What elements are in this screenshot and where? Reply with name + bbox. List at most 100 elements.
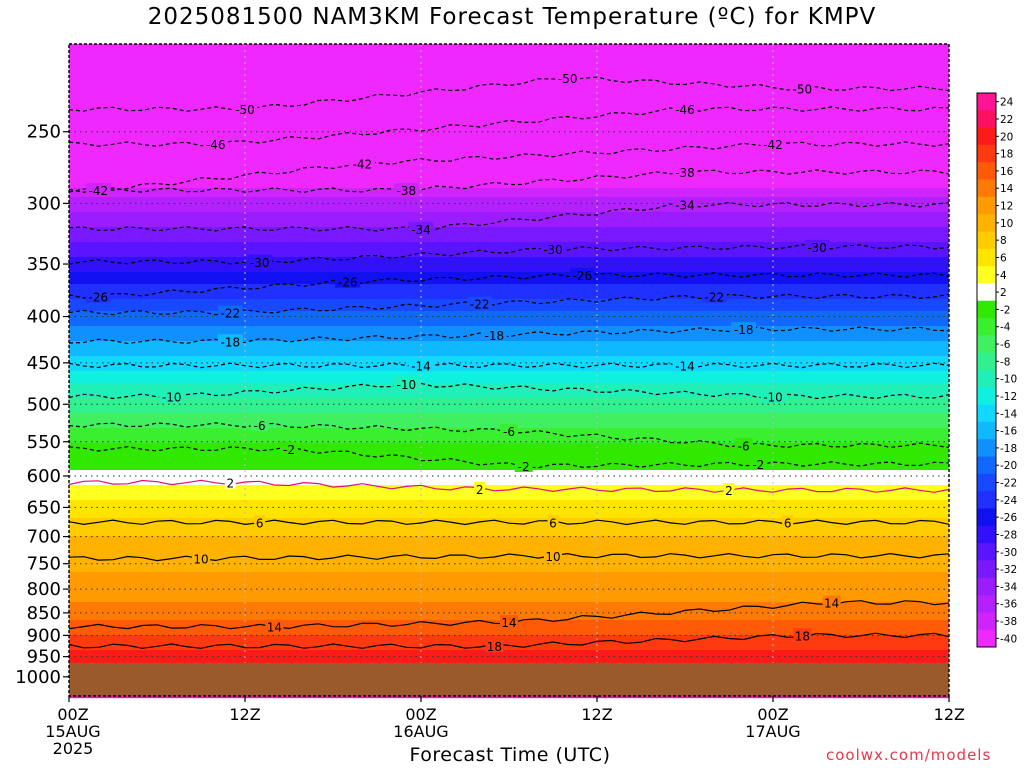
band [69,539,949,543]
band [69,128,949,132]
colorbar-label: 14 [1000,183,1014,195]
colorbar-swatch [977,162,996,181]
band [69,236,949,240]
colorbar-label: 2 [1000,287,1007,299]
contour-label: -46 [675,103,695,117]
band [69,233,949,237]
contour-label-bg [672,358,698,372]
contour-label-bg [822,595,841,609]
colorbar-swatch [977,508,996,527]
x-tick-label: 12Z [934,705,965,724]
band [69,365,949,369]
band [69,176,949,180]
band [69,143,949,147]
band [69,452,949,456]
band [69,419,949,423]
band [69,314,949,318]
band [69,302,949,306]
colorbar-swatch [977,370,996,388]
contour-label: -22 [705,290,725,304]
y-tick-label: 850 [27,603,61,624]
band [69,485,949,489]
contour-label-bg [723,483,735,497]
contour-label: -30 [807,241,827,255]
colorbar-label: -16 [1000,426,1017,438]
band [69,548,949,552]
band [69,476,949,480]
band [69,332,949,336]
band [69,542,949,546]
contour-lines [68,76,950,649]
contour-label-bg [250,417,269,431]
y-tick-label: 300 [27,193,61,214]
band [69,179,949,183]
contour-line [68,422,950,449]
band [69,80,949,84]
x-tick-label: 2025 [53,739,94,758]
band [69,311,949,315]
y-tick-label: 450 [27,353,61,374]
contour-label: 18 [487,640,502,654]
band [69,281,949,285]
band [69,515,949,519]
contour-label-bg [349,156,375,170]
band [69,161,949,165]
y-tick-label: 350 [27,254,61,275]
band [69,293,949,297]
band [69,239,949,243]
band [69,632,949,636]
band [69,338,949,342]
band [69,110,949,114]
band [69,401,949,405]
band [69,248,949,252]
band [69,398,949,402]
colorbar-label: -10 [1000,374,1017,386]
contour-label-bg [335,274,361,288]
contour-label: -34 [411,223,431,237]
colorbar-label: -38 [1000,616,1017,628]
band [69,269,949,273]
contour-label: -14 [411,359,431,373]
colorbar-label: 22 [1000,114,1013,126]
contour-label-bg [514,459,533,473]
colorbar-swatch [977,629,996,648]
band [69,107,949,111]
band [69,263,949,267]
colorbar-swatch [977,473,996,492]
band [69,125,949,129]
x-axis-title: Forecast Time (UTC) [409,744,611,766]
colorbar-label: -30 [1000,547,1017,559]
contour-label-bg [672,165,698,179]
colorbar-label: 6 [1000,252,1007,264]
frame-rect [68,43,950,697]
contour-label-bg [393,183,419,197]
band [69,83,949,87]
band [69,353,949,357]
band [69,581,949,585]
band [69,275,949,279]
band [69,599,949,603]
contour-label: 6 [256,516,264,530]
band [69,413,949,417]
band [69,455,949,459]
band [69,491,949,495]
colorbar-label: -36 [1000,599,1017,611]
contour-label-bg [408,358,434,372]
colorbar-swatch [977,283,996,302]
band [69,362,949,366]
colorbar-swatch [977,421,996,440]
y-tick-label: 750 [27,554,61,575]
band [69,251,949,255]
contour-label: -6 [738,439,750,453]
colorbar-label: -24 [1000,495,1017,507]
contour-label-bg [192,551,210,565]
contour-label-bg [547,515,559,529]
band [69,503,949,507]
band [69,659,949,663]
band [69,470,949,474]
band [69,350,949,354]
contour-line [68,293,950,316]
band [69,77,949,81]
contour-label: -6 [503,425,515,439]
band [69,545,949,549]
